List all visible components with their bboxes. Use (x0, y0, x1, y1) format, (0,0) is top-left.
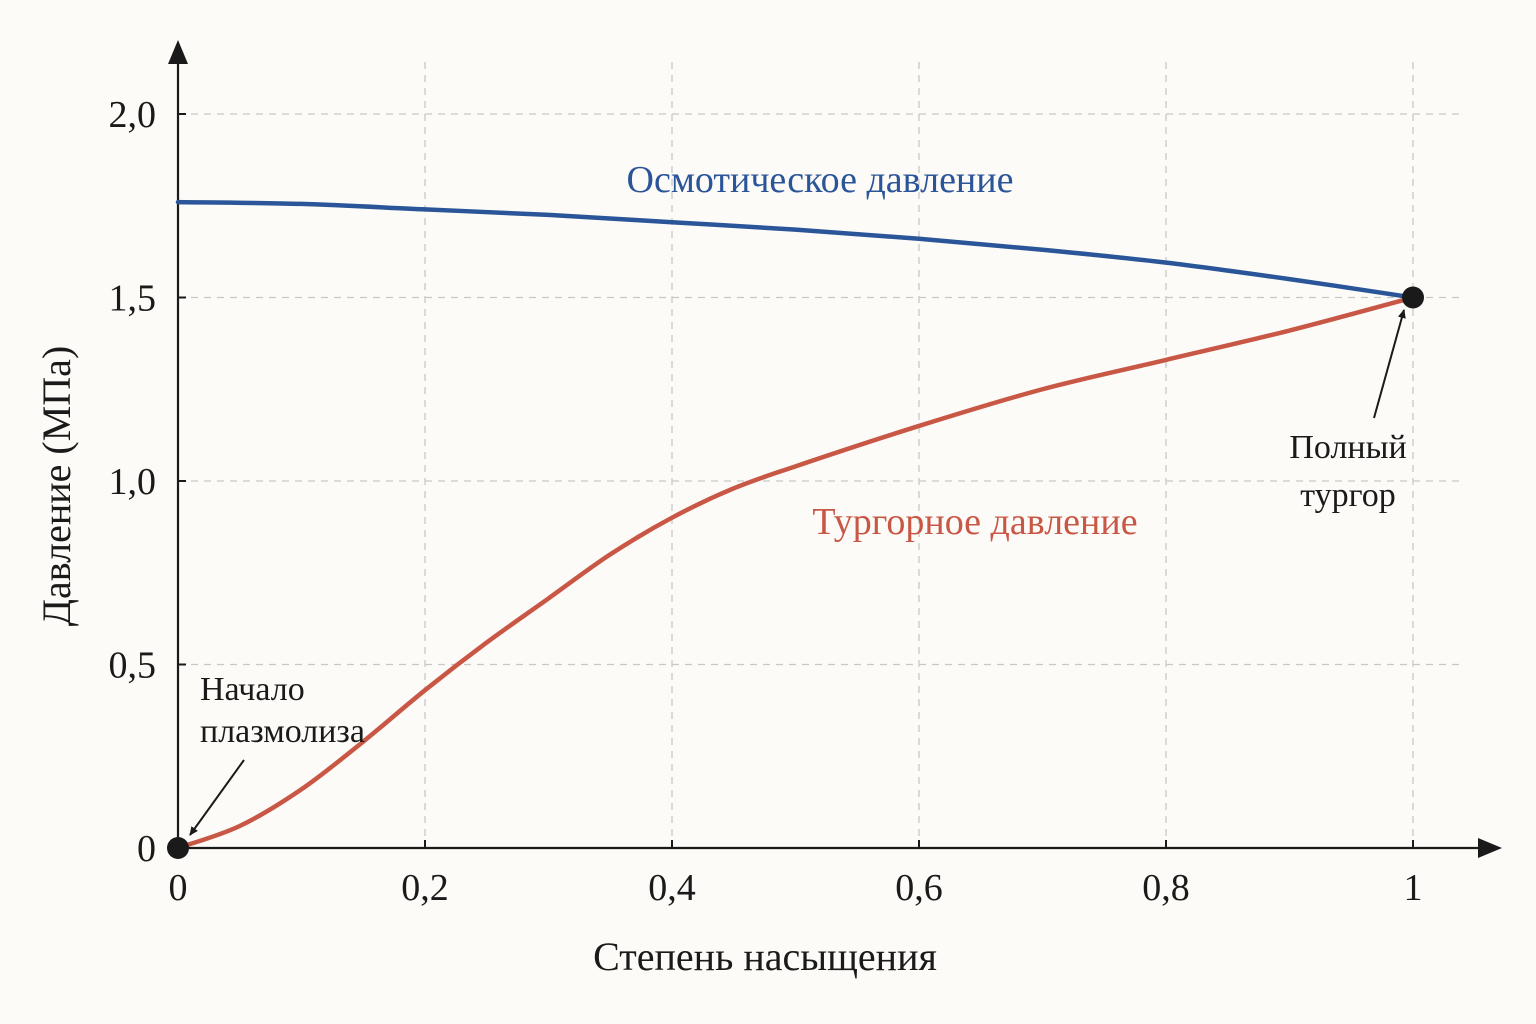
y-tick-label: 0 (137, 828, 156, 870)
annotation-plasmolysis-line1: Начало (200, 671, 305, 708)
osmotic-series-label: Осмотическое давление (627, 159, 1014, 201)
x-tick-label: 0,8 (1142, 867, 1190, 909)
y-axis-title: Давление (МПа) (34, 346, 79, 627)
x-tick-label: 1 (1404, 867, 1423, 909)
annotation-plasmolysis: Начало плазмолиза (189, 671, 365, 836)
x-tick-label: 0,6 (895, 867, 943, 909)
x-tick-labels: 0 0,2 0,4 0,6 0,8 1 (169, 840, 1423, 909)
annotation-full-turgor-line1: Полный (1289, 429, 1406, 466)
y-tick-label: 1,5 (109, 278, 157, 320)
annotation-full-turgor-line2: тургор (1300, 477, 1396, 514)
x-tick-label: 0,2 (401, 867, 449, 909)
x-axis-arrow-icon (1478, 838, 1502, 858)
axes (168, 40, 1502, 858)
x-tick-label: 0 (169, 867, 188, 909)
series (175, 199, 1416, 851)
x-axis-title: Степень насыщения (593, 934, 937, 979)
grid (178, 62, 1462, 848)
y-tick-label: 0,5 (109, 645, 157, 687)
plasmolysis-point (167, 837, 189, 859)
annotation-plasmolysis-line2: плазмолиза (200, 713, 365, 750)
turgor-series-label: Тургорное давление (812, 501, 1137, 543)
y-tick-labels: 0 0,5 1,0 1,5 2,0 (109, 94, 186, 870)
y-tick-label: 1,0 (109, 461, 157, 503)
y-axis-arrow-icon (168, 40, 188, 64)
annotation-full-turgor-arrow-icon (1373, 309, 1406, 419)
osmotic-pressure-line (175, 199, 1416, 300)
key-points (167, 286, 1424, 859)
full-turgor-point (1402, 286, 1424, 309)
x-tick-label: 0,4 (648, 867, 696, 909)
annotation-full-turgor: Полный тургор (1289, 309, 1407, 514)
turgor-pressure-line (175, 295, 1416, 851)
annotation-plasmolysis-arrow-icon (189, 759, 245, 836)
y-tick-label: 2,0 (109, 94, 157, 136)
